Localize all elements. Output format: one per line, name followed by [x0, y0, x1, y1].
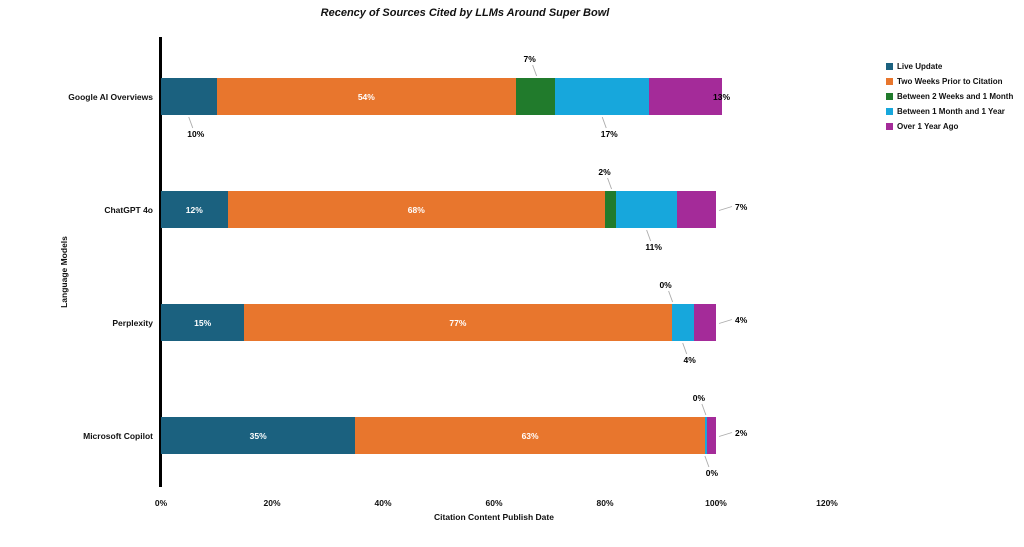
category-label: Google AI Overviews: [68, 91, 153, 102]
data-label: 4%: [683, 355, 696, 365]
data-label: 0%: [659, 280, 672, 290]
data-label: 35%: [249, 430, 267, 441]
bar-segment: [244, 304, 672, 341]
bar-segment: [677, 191, 716, 228]
data-label: 15%: [194, 317, 212, 328]
x-tick-label: 0%: [154, 498, 168, 508]
data-label: 2%: [735, 427, 748, 438]
x-tick-label: 40%: [374, 498, 392, 508]
x-tick-label: 100%: [705, 498, 727, 508]
data-label: 63%: [521, 430, 539, 441]
legend-swatch: [886, 108, 893, 115]
bar-segment: [704, 417, 716, 454]
legend-swatch: [886, 63, 893, 70]
bar-segment: [693, 304, 716, 341]
bar-segment: [216, 78, 517, 115]
data-label: 12%: [185, 204, 203, 215]
bar-segment: [616, 191, 678, 228]
x-tick-label: 20%: [263, 498, 281, 508]
y-axis-line: [159, 37, 162, 487]
data-label: 4%: [735, 314, 748, 325]
legend-swatch: [886, 78, 893, 85]
bar-segment: [355, 417, 705, 454]
data-label: 2%: [598, 167, 611, 177]
legend-label: Two Weeks Prior to Citation: [897, 77, 1003, 86]
bar-segment: [161, 191, 228, 228]
bar-segment: [161, 304, 245, 341]
legend-label: Live Update: [897, 62, 943, 71]
category-label: ChatGPT 4o: [104, 204, 153, 215]
category-label: Perplexity: [112, 317, 153, 328]
bar-segment: [671, 304, 694, 341]
data-label: 11%: [645, 242, 662, 252]
data-label: 7%: [523, 54, 536, 64]
legend-item: Live Update: [886, 62, 942, 71]
legend-item: Between 2 Weeks and 1 Month: [886, 92, 1013, 101]
bar-segment: [161, 417, 356, 454]
legend-item: Between 1 Month and 1 Year: [886, 107, 1005, 116]
bar-segment: [704, 417, 707, 454]
data-label: 17%: [600, 129, 618, 139]
legend-swatch: [886, 93, 893, 100]
data-label: 77%: [449, 317, 467, 328]
data-label: 0%: [705, 468, 719, 478]
x-tick-label: 120%: [816, 498, 838, 508]
data-label: 0%: [692, 393, 706, 403]
legend-label: Between 1 Month and 1 Year: [897, 107, 1005, 116]
y-axis-title: Language Models: [59, 236, 69, 308]
bar-segment: [605, 191, 617, 228]
data-label: 54%: [357, 91, 375, 102]
bar-segment: [227, 191, 605, 228]
category-label: Microsoft Copilot: [83, 430, 153, 441]
bar-segment: [649, 78, 722, 115]
x-tick-label: 60%: [485, 498, 503, 508]
data-label: 10%: [187, 129, 205, 139]
x-axis-title: Citation Content Publish Date: [434, 512, 554, 522]
data-label: 13%: [713, 91, 731, 102]
legend-item: Two Weeks Prior to Citation: [886, 77, 1003, 86]
bar-segment: [516, 78, 556, 115]
chart-title: Recency of Sources Cited by LLMs Around …: [320, 7, 610, 19]
data-label: 68%: [407, 204, 425, 215]
x-tick-label: 80%: [596, 498, 614, 508]
data-label: 7%: [735, 201, 748, 212]
legend-label: Between 2 Weeks and 1 Month: [897, 92, 1014, 101]
bar-segment: [161, 78, 217, 115]
legend-item: Over 1 Year Ago: [886, 122, 958, 131]
bar-segment: [555, 78, 650, 115]
legend-swatch: [886, 123, 893, 130]
legend-label: Over 1 Year Ago: [897, 122, 959, 131]
